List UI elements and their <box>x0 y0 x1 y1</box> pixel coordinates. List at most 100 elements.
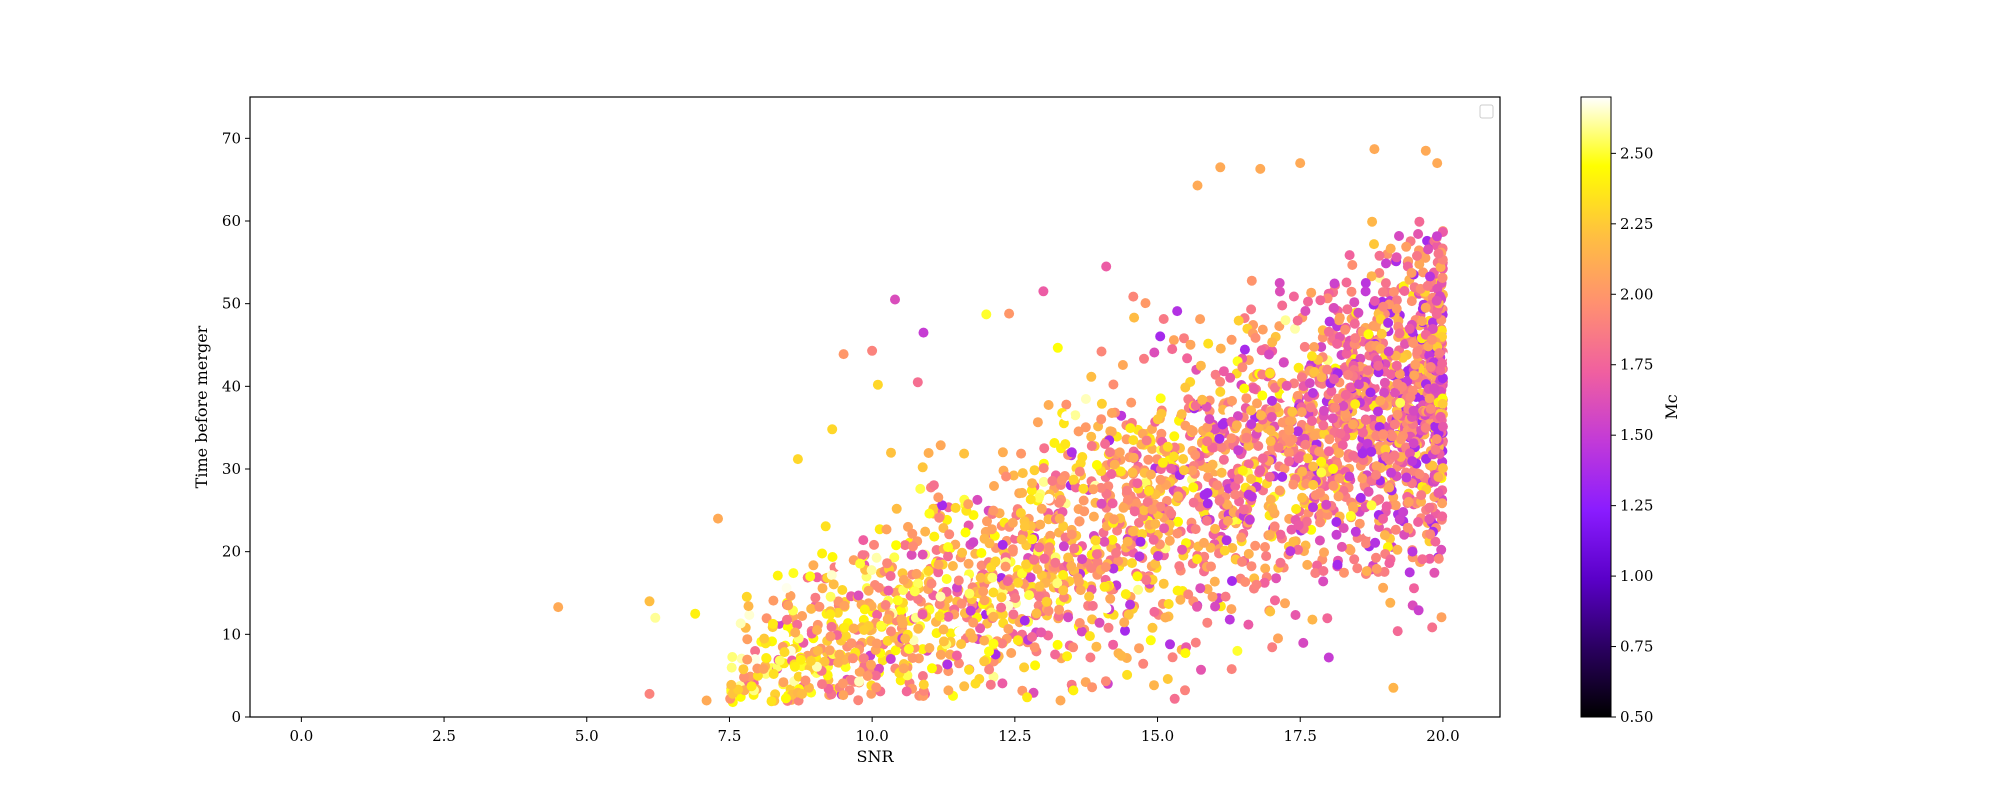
scatter-point <box>938 624 949 635</box>
scatter-point <box>934 599 945 610</box>
scatter-point <box>1291 504 1302 514</box>
scatter-point <box>1274 278 1285 288</box>
scatter-point <box>1182 353 1193 364</box>
scatter-point <box>824 645 835 656</box>
scatter-point <box>956 639 967 650</box>
scatter-point <box>913 623 924 634</box>
scatter-point <box>1091 549 1102 560</box>
scatter-point <box>1309 430 1320 441</box>
scatter-point <box>1070 410 1081 421</box>
scatter-point <box>1038 476 1049 487</box>
scatter-point <box>1062 651 1073 662</box>
scatter-point <box>1075 585 1086 596</box>
scatter-point <box>1378 429 1389 440</box>
scatter-point <box>943 551 953 562</box>
scatter-point <box>1336 541 1347 552</box>
scatter-point <box>1034 542 1045 553</box>
scatter-point <box>1316 342 1327 352</box>
scatter-point <box>967 632 978 643</box>
scatter-point <box>1105 593 1116 604</box>
scatter-point <box>1413 517 1424 527</box>
scatter-point <box>810 592 821 603</box>
scatter-point <box>892 595 903 606</box>
scatter-point <box>1168 373 1179 384</box>
scatter-point <box>1135 536 1146 547</box>
scatter-point <box>1287 406 1298 417</box>
scatter-point <box>1292 390 1303 401</box>
scatter-point <box>820 521 831 532</box>
scatter-point <box>988 587 999 598</box>
scatter-point <box>1316 372 1327 383</box>
scatter-point <box>1019 615 1030 626</box>
scatter-point <box>988 505 999 516</box>
scatter-point <box>1412 250 1422 261</box>
scatter-point <box>1158 578 1169 589</box>
scatter-point <box>644 596 655 607</box>
scatter-point <box>1162 674 1173 684</box>
scatter-point <box>1274 286 1285 297</box>
scatter-point <box>774 655 785 666</box>
x-tick-label: 10.0 <box>855 727 888 745</box>
scatter-point <box>1384 558 1395 569</box>
scatter-point <box>1140 298 1151 309</box>
scatter-point <box>1190 637 1201 648</box>
scatter-point <box>1427 460 1438 471</box>
scatter-point <box>989 481 999 491</box>
scatter-point <box>1385 597 1396 608</box>
scatter-point <box>1239 344 1250 355</box>
scatter-point <box>1150 518 1161 529</box>
scatter-point <box>1425 362 1436 372</box>
scatter-point <box>690 608 701 619</box>
colorbar-tick-label: 2.00 <box>1620 285 1653 303</box>
scatter-point <box>1371 470 1381 480</box>
scatter-point <box>1246 561 1257 572</box>
scatter-point <box>972 494 983 505</box>
scatter-point <box>871 682 882 693</box>
scatter-point <box>1132 478 1143 489</box>
scatter-point <box>1174 561 1185 572</box>
scatter-point <box>1099 536 1110 547</box>
scatter-point <box>1052 342 1063 353</box>
scatter-point <box>826 621 837 632</box>
scatter-point <box>927 663 937 674</box>
scatter-point <box>1021 559 1032 570</box>
scatter-point <box>1224 406 1235 417</box>
scatter-point <box>838 349 849 360</box>
x-axis-label: SNR <box>856 747 894 766</box>
scatter-point <box>1159 523 1170 534</box>
scatter-point <box>1000 561 1011 572</box>
scatter-point <box>1183 589 1194 600</box>
scatter-point <box>1107 534 1118 545</box>
scatter-point <box>909 586 920 597</box>
scatter-point <box>1405 392 1416 402</box>
scatter-point <box>853 590 864 601</box>
scatter-point <box>1106 469 1117 479</box>
scatter-point <box>1019 521 1030 532</box>
scatter-point <box>650 612 661 623</box>
scatter-point <box>862 671 873 681</box>
scatter-point <box>1168 451 1179 462</box>
scatter-point <box>1127 558 1137 569</box>
scatter-point <box>1122 495 1133 506</box>
scatter-point <box>1070 482 1081 493</box>
scatter-point <box>1307 388 1318 398</box>
scatter-point <box>819 656 830 667</box>
scatter-point <box>1038 286 1049 297</box>
scatter-point <box>1388 287 1399 297</box>
scatter-point <box>954 626 965 637</box>
scatter-point <box>1391 303 1402 314</box>
scatter-point <box>1305 402 1316 413</box>
scatter-point <box>885 571 896 581</box>
scatter-point <box>1391 252 1402 263</box>
scatter-point <box>889 552 900 563</box>
scatter-point <box>975 572 986 583</box>
scatter-point <box>1302 453 1313 464</box>
scatter-point <box>1036 503 1047 514</box>
scatter-point <box>1079 506 1090 517</box>
scatter-point <box>759 633 770 644</box>
scatter-point <box>1239 383 1250 394</box>
scatter-point <box>1399 286 1410 296</box>
scatter-point <box>1108 639 1119 650</box>
scatter-point <box>1036 627 1047 638</box>
scatter-point <box>1086 563 1097 574</box>
